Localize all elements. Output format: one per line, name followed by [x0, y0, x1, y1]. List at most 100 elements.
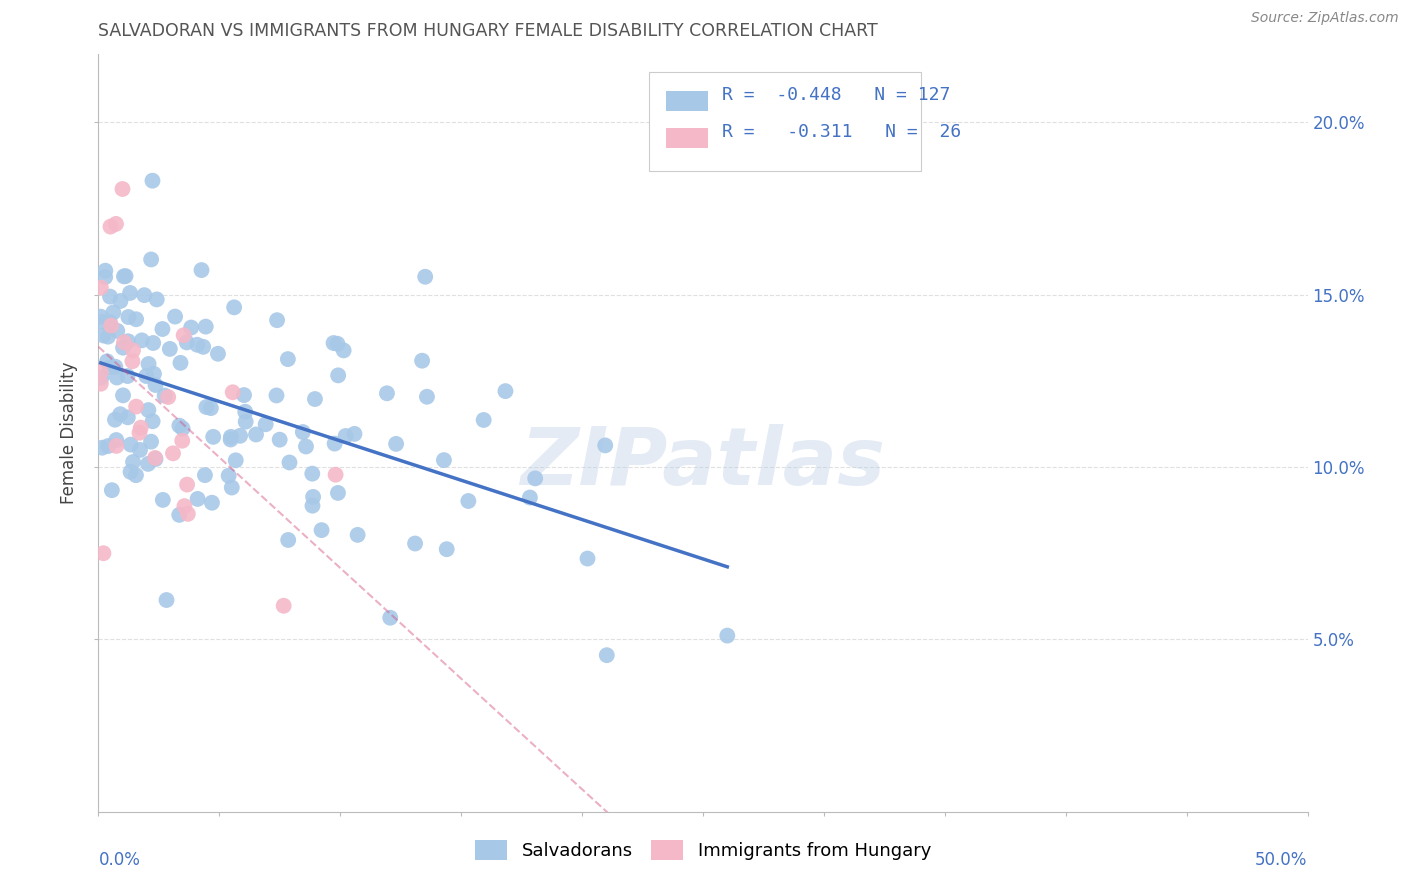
- Point: [98, 360, 121, 375]
- Point: [155, 593, 177, 607]
- Point: [93, 546, 115, 560]
- Point: [112, 335, 135, 350]
- Point: [97, 329, 120, 343]
- Point: [194, 319, 217, 334]
- Point: [311, 523, 333, 537]
- Point: [131, 334, 153, 348]
- Y-axis label: Female Disability: Female Disability: [60, 361, 79, 504]
- Point: [301, 467, 323, 481]
- Point: [411, 353, 433, 368]
- Point: [278, 455, 301, 469]
- Point: [162, 446, 184, 460]
- Point: [142, 414, 165, 428]
- Point: [104, 413, 127, 427]
- Point: [219, 430, 242, 444]
- Point: [142, 367, 165, 381]
- Point: [142, 336, 165, 351]
- Point: [194, 468, 217, 483]
- Point: [117, 410, 139, 425]
- Point: [346, 528, 368, 542]
- Point: [90, 310, 112, 324]
- Point: [122, 455, 145, 469]
- Point: [176, 335, 198, 350]
- Text: 50.0%: 50.0%: [1256, 851, 1308, 869]
- Point: [593, 438, 616, 452]
- Point: [269, 433, 291, 447]
- Point: [177, 507, 200, 521]
- Point: [129, 442, 152, 457]
- Point: [323, 436, 346, 450]
- Point: [222, 385, 245, 400]
- Point: [121, 354, 143, 368]
- Point: [100, 219, 122, 234]
- Point: [104, 359, 127, 374]
- Point: [100, 318, 122, 333]
- Point: [207, 347, 229, 361]
- Point: [195, 400, 218, 414]
- Point: [233, 388, 256, 402]
- Point: [111, 182, 134, 196]
- Point: [273, 599, 295, 613]
- Point: [117, 369, 139, 384]
- Point: [125, 400, 148, 414]
- Point: [139, 252, 162, 267]
- Point: [110, 407, 132, 421]
- Point: [141, 174, 163, 188]
- Point: [98, 315, 121, 329]
- Point: [122, 343, 145, 358]
- Point: [112, 388, 135, 402]
- Point: [105, 370, 128, 384]
- Point: [143, 450, 166, 465]
- Point: [375, 386, 398, 401]
- Text: SALVADORAN VS IMMIGRANTS FROM HUNGARY FEMALE DISABILITY CORRELATION CHART: SALVADORAN VS IMMIGRANTS FROM HUNGARY FE…: [98, 22, 879, 40]
- Point: [96, 354, 118, 368]
- Point: [304, 392, 326, 406]
- Point: [138, 357, 160, 371]
- Point: [112, 269, 135, 284]
- Point: [159, 342, 181, 356]
- Point: [172, 421, 194, 435]
- Text: Source: ZipAtlas.com: Source: ZipAtlas.com: [1251, 11, 1399, 25]
- Point: [254, 417, 277, 432]
- Text: 0.0%: 0.0%: [98, 851, 141, 869]
- Point: [218, 468, 240, 483]
- Point: [152, 322, 174, 336]
- Point: [117, 310, 139, 324]
- Point: [326, 336, 349, 351]
- Point: [139, 434, 162, 449]
- Point: [101, 483, 124, 498]
- Point: [202, 430, 225, 444]
- Text: ZIPatlas: ZIPatlas: [520, 424, 886, 502]
- Point: [221, 481, 243, 495]
- FancyBboxPatch shape: [665, 128, 707, 147]
- Point: [200, 401, 222, 416]
- Point: [117, 334, 139, 349]
- Point: [91, 315, 114, 329]
- Point: [233, 405, 256, 419]
- Point: [457, 494, 479, 508]
- Point: [112, 341, 135, 355]
- Point: [201, 496, 224, 510]
- Point: [277, 352, 299, 367]
- Point: [110, 293, 132, 308]
- Point: [120, 437, 142, 451]
- Point: [325, 467, 347, 482]
- FancyBboxPatch shape: [665, 91, 707, 112]
- Point: [187, 491, 209, 506]
- Point: [90, 365, 112, 379]
- Point: [94, 263, 117, 277]
- Point: [413, 269, 436, 284]
- Point: [172, 434, 194, 448]
- Point: [301, 499, 323, 513]
- Point: [176, 477, 198, 491]
- Point: [332, 343, 354, 358]
- Point: [302, 490, 325, 504]
- Point: [129, 420, 152, 434]
- Point: [125, 312, 148, 326]
- Point: [125, 468, 148, 483]
- Point: [519, 491, 541, 505]
- Point: [103, 305, 125, 319]
- Point: [90, 370, 112, 384]
- Point: [152, 492, 174, 507]
- Point: [245, 427, 267, 442]
